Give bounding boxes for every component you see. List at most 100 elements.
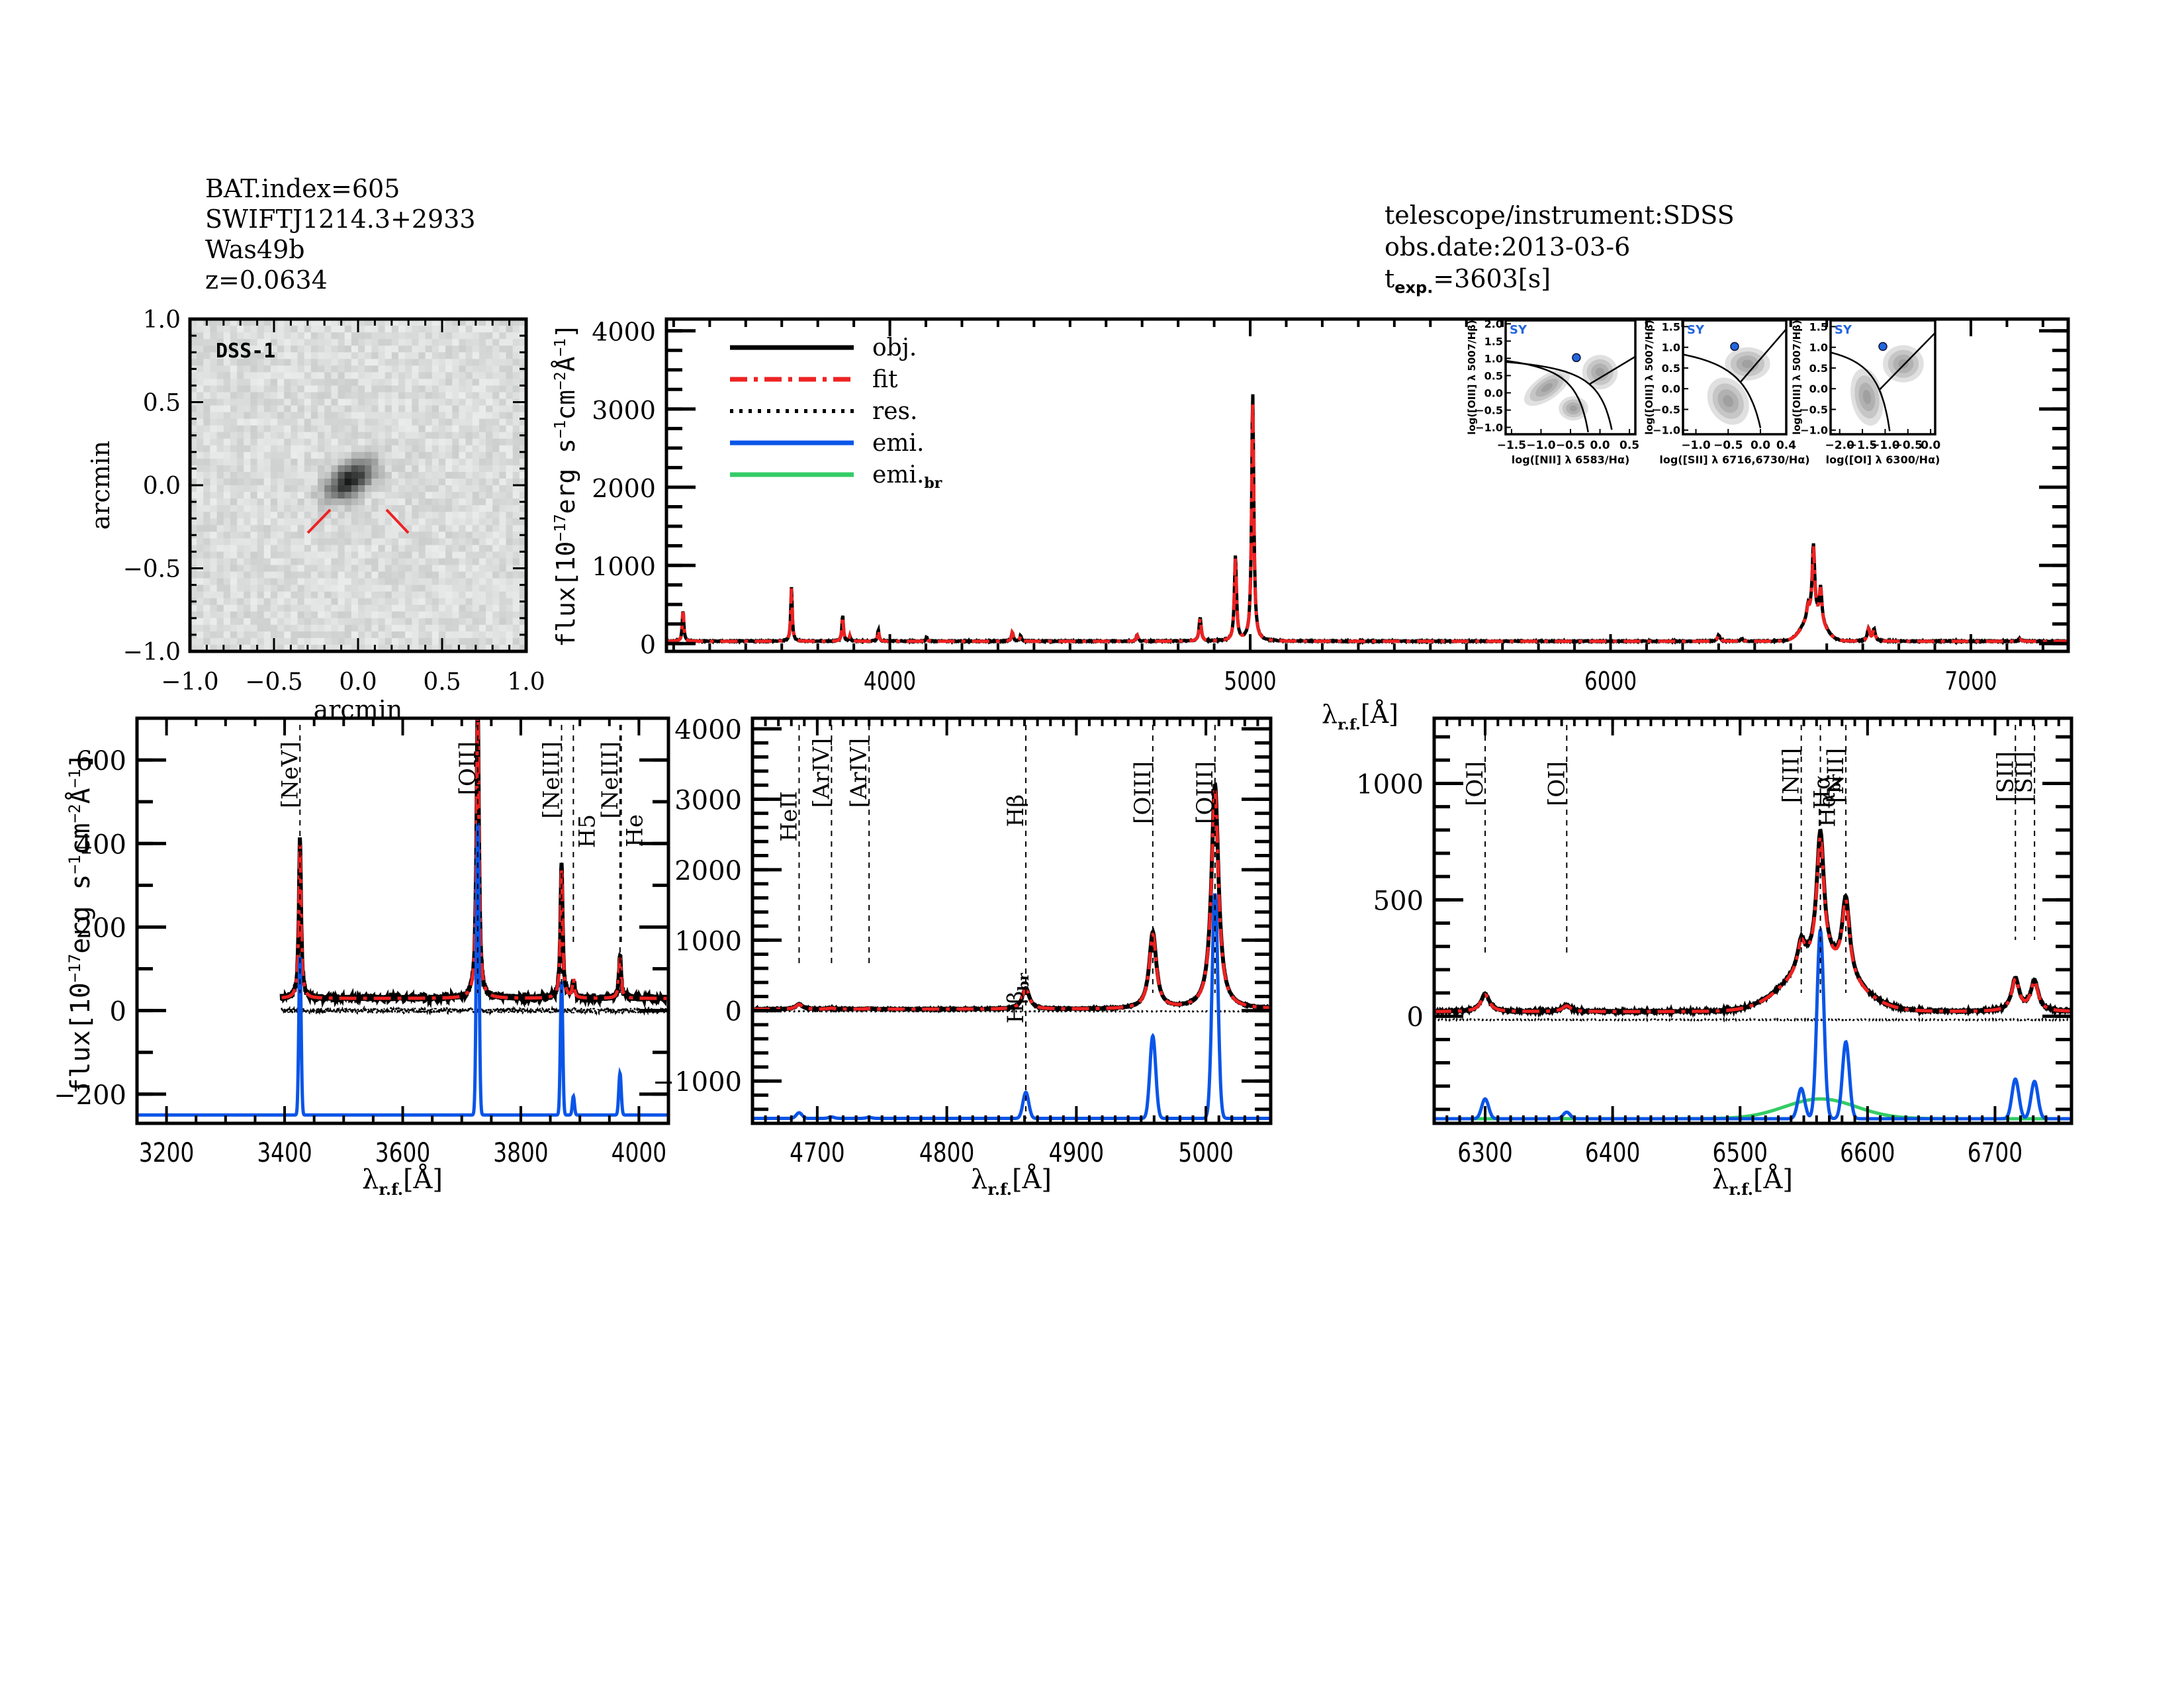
x-tick-label: −1.5 xyxy=(1848,439,1877,452)
pixel xyxy=(250,458,258,466)
pixel xyxy=(358,471,365,479)
pixel xyxy=(197,585,204,592)
pixel xyxy=(492,618,500,626)
pixel xyxy=(398,346,406,353)
pixel xyxy=(432,611,439,619)
pixel xyxy=(465,478,473,486)
pixel xyxy=(304,352,312,359)
pixel xyxy=(190,445,197,453)
pixel xyxy=(452,385,459,393)
pixel xyxy=(324,498,332,506)
pixel xyxy=(398,578,406,586)
pixel xyxy=(478,418,486,426)
pixel xyxy=(324,505,332,512)
pixel xyxy=(398,418,406,426)
pixel xyxy=(445,525,453,532)
telescope-instrument: telescope/instrument:SDSS xyxy=(1385,201,1735,230)
pixel xyxy=(398,525,406,532)
pixel xyxy=(385,346,392,353)
pixel xyxy=(512,624,520,632)
pixel xyxy=(371,405,379,413)
pixel xyxy=(506,498,514,506)
pixel xyxy=(270,425,278,433)
pixel xyxy=(284,465,291,473)
pixel xyxy=(291,591,298,599)
pixel xyxy=(197,478,204,486)
pixel xyxy=(358,545,365,552)
pixel xyxy=(197,518,204,526)
pixel xyxy=(277,637,285,645)
pixel xyxy=(230,558,238,566)
pixel xyxy=(432,379,439,386)
pixel xyxy=(197,532,204,539)
pixel xyxy=(344,412,352,420)
pixel xyxy=(331,326,339,333)
x-tick-label: −1.5 xyxy=(1497,439,1526,452)
pixel xyxy=(412,372,420,379)
pixel xyxy=(324,392,332,400)
pixel xyxy=(257,512,265,519)
pixel xyxy=(244,545,251,552)
pixel xyxy=(223,585,231,592)
pixel xyxy=(230,498,238,506)
pixel xyxy=(412,392,420,400)
pixel xyxy=(506,525,514,532)
pixel xyxy=(263,525,271,532)
pixel xyxy=(190,585,197,592)
pixel xyxy=(371,471,379,479)
pixel xyxy=(385,432,392,440)
pixel xyxy=(371,418,379,426)
x-tick-label: 0.0 xyxy=(1590,439,1610,452)
pixel xyxy=(385,551,392,559)
pixel xyxy=(452,545,459,552)
pixel xyxy=(244,565,251,573)
pixel xyxy=(492,425,500,433)
pixel xyxy=(499,545,507,552)
pixel xyxy=(291,432,298,440)
pixel xyxy=(257,451,265,459)
pixel xyxy=(378,571,386,579)
pixel xyxy=(351,451,359,459)
pixel xyxy=(223,545,231,552)
pixel xyxy=(344,352,352,359)
legend-label-obj: obj. xyxy=(872,334,917,361)
pixel xyxy=(318,565,325,573)
pixel xyxy=(277,451,285,459)
pixel xyxy=(519,385,527,393)
pixel xyxy=(472,604,480,612)
pixel xyxy=(499,492,507,499)
pixel xyxy=(478,525,486,532)
pixel xyxy=(459,637,467,645)
pixel xyxy=(378,392,386,400)
pixel xyxy=(472,505,480,512)
pixel xyxy=(358,604,365,612)
pixel xyxy=(445,458,453,466)
pixel xyxy=(277,346,285,353)
pixel xyxy=(432,637,439,645)
pixel xyxy=(344,478,352,486)
pixel xyxy=(351,624,359,632)
pixel xyxy=(237,545,244,552)
pixel xyxy=(230,465,238,473)
pixel xyxy=(432,525,439,532)
pixel xyxy=(418,432,426,440)
pixel xyxy=(519,326,527,333)
pixel xyxy=(465,392,473,400)
pixel xyxy=(512,412,520,420)
pixel xyxy=(405,352,412,359)
pixel xyxy=(412,385,420,393)
pixel xyxy=(197,598,204,606)
pixel xyxy=(297,571,305,579)
pixel xyxy=(291,445,298,453)
pixel xyxy=(391,332,399,340)
y-tick-label: 0 xyxy=(725,997,742,1027)
pixel xyxy=(270,558,278,566)
pixel xyxy=(277,418,285,426)
pixel xyxy=(492,565,500,573)
pixel xyxy=(391,538,399,545)
pixel xyxy=(190,505,197,512)
pixel xyxy=(304,478,312,486)
pixel xyxy=(506,405,514,413)
pixel xyxy=(230,326,238,333)
pixel xyxy=(190,478,197,486)
